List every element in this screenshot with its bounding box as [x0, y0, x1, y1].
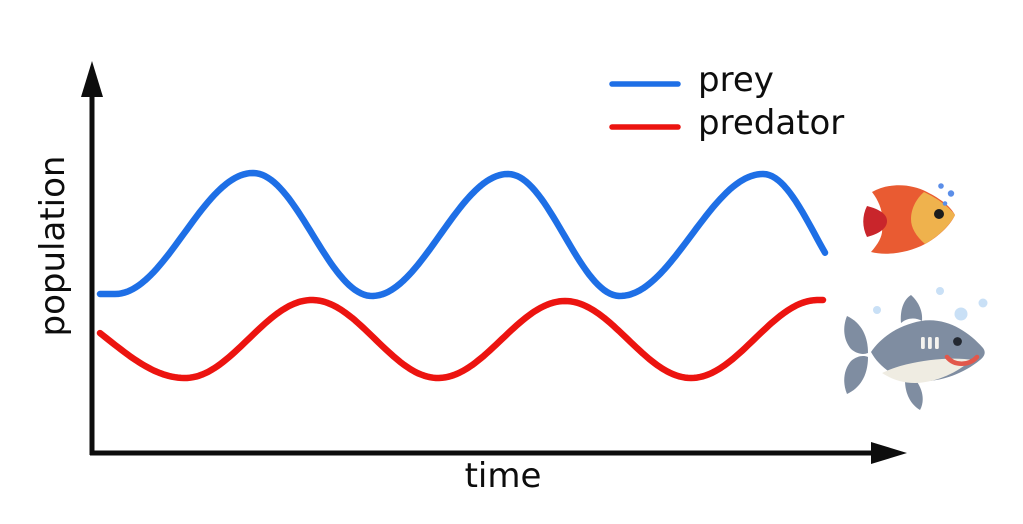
legend-label-prey: prey — [698, 60, 774, 100]
shark-icon — [844, 287, 988, 410]
shark-pectoral-fin — [905, 379, 923, 410]
shark-eye — [953, 337, 962, 346]
y-axis-label: population — [33, 156, 73, 337]
y-axis-arrow-icon — [81, 61, 103, 97]
bubble-icon — [954, 307, 968, 321]
bubble-icon — [873, 306, 881, 314]
shark-dorsal-fin — [900, 295, 923, 323]
predator-curve — [96, 296, 827, 382]
bubble-icon — [938, 183, 944, 189]
fish-tail — [863, 206, 887, 237]
shark-gills — [921, 337, 939, 349]
prey-curve — [96, 169, 829, 300]
gill-bar — [928, 337, 932, 349]
bubble-icon — [947, 190, 955, 197]
fish-face — [911, 192, 955, 244]
fish-eye — [934, 209, 944, 219]
bubble-icon — [936, 287, 944, 295]
x-axis-label: time — [465, 456, 542, 496]
axes — [81, 61, 907, 464]
shark-tail-lower-fin — [844, 356, 868, 394]
gill-bar — [921, 337, 925, 349]
legend: prey predator — [609, 60, 844, 143]
gill-bar — [935, 337, 939, 349]
bubble-icon — [942, 201, 948, 206]
tropical-fish-icon — [863, 183, 955, 254]
shark-mouth — [944, 354, 980, 367]
bubble-icon — [978, 298, 988, 308]
x-axis-arrow-icon — [871, 442, 907, 464]
shark-tail-upper-fin — [844, 316, 868, 354]
legend-label-predator: predator — [698, 103, 844, 143]
